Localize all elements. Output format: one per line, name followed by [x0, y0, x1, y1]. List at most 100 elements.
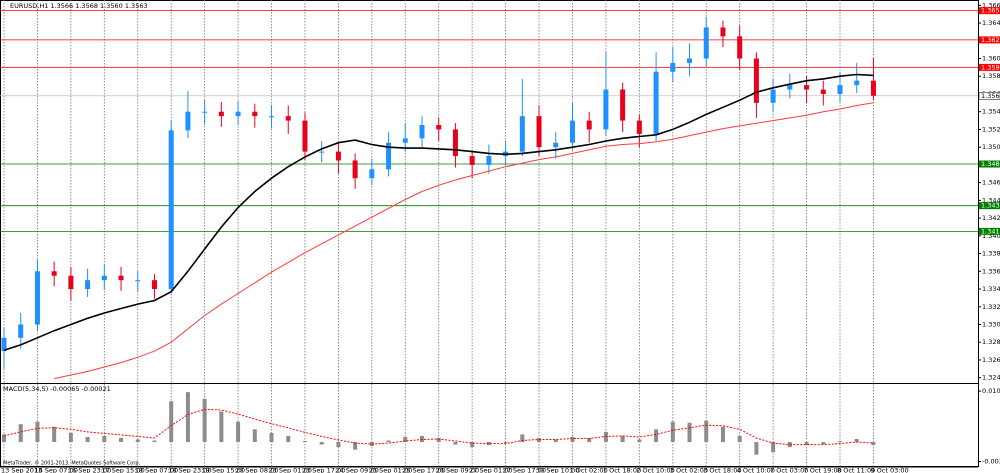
candle-body: [436, 125, 442, 130]
candle-body: [452, 129, 458, 157]
x-tick-label: 25 Sep 17:00: [402, 467, 445, 473]
candle-body: [402, 138, 408, 143]
y-tick-label: 1.3265: [982, 356, 1000, 364]
candle-body: [51, 271, 57, 276]
y-tick-label: 1.3665: [982, 1, 1000, 9]
macd-bar: [486, 442, 491, 446]
level-tag: [979, 7, 1000, 15]
macd-bar: [804, 442, 809, 446]
macd-bar: [185, 392, 190, 443]
macd-bar: [771, 442, 776, 453]
y-tick-label: -0.00383: [982, 458, 1000, 466]
candle-body: [118, 275, 124, 281]
x-tick-label: 18 Sep 23:00: [168, 467, 211, 473]
candle-body: [603, 89, 609, 130]
moving-average: [3, 73, 874, 351]
candle-body: [235, 111, 241, 117]
y-tick-label: 1.3325: [982, 303, 1000, 311]
candle-body: [553, 142, 559, 148]
candle-body: [820, 89, 826, 94]
candle-body: [218, 111, 224, 117]
x-tick-label: 16 Sep 23:00: [68, 467, 111, 473]
level-label: 1.3626: [981, 36, 1000, 44]
x-tick-label: 7 Oct 03:00: [770, 467, 808, 473]
x-tick-label: 1 Oct 02:00: [569, 467, 607, 473]
candle-body: [1, 337, 7, 352]
level-tag: [979, 63, 1000, 71]
credit: MetaTrader, © 2001-2013, MetaQuotes Soft…: [3, 460, 141, 467]
candle-body: [753, 58, 759, 103]
candle-body: [269, 116, 275, 118]
candle-body: [85, 280, 91, 290]
x-tick-label: 27 Sep 01:00: [469, 467, 512, 473]
level-label: 1.3595: [981, 63, 1000, 71]
candle-body: [770, 89, 776, 103]
macd-bar: [470, 442, 475, 448]
macd-bar: [252, 429, 257, 443]
macd-bar: [854, 438, 859, 443]
macd-bar: [587, 437, 592, 443]
macd-bar: [35, 421, 40, 443]
macd-bar: [603, 431, 608, 443]
macd-bar: [620, 435, 625, 443]
x-tick-label: 24 Sep 09:00: [335, 467, 378, 473]
moving-average: [54, 102, 874, 380]
candle-body: [870, 80, 876, 96]
y-tick-label: 1.3645: [982, 19, 1000, 27]
candle-body: [486, 156, 492, 165]
y-tick-label: 1.3345: [982, 285, 1000, 293]
x-tick-label: 20 Sep 08:00: [235, 467, 278, 473]
macd-bar: [453, 442, 458, 445]
y-tick-label: 1.3525: [982, 125, 1000, 133]
macd-bar: [520, 434, 525, 443]
candle-body: [854, 80, 860, 86]
macd-bar: [269, 432, 274, 443]
macd-bar: [353, 442, 358, 450]
x-tick-label: 17 Sep 15:00: [101, 467, 144, 473]
macd-bar: [821, 442, 826, 445]
y-tick-label: 1.3405: [982, 232, 1000, 240]
level-label: 1.3410: [981, 227, 1000, 235]
macd-bar: [754, 442, 759, 455]
macd-bar: [236, 421, 241, 443]
macd-bar: [286, 435, 291, 443]
candle-body: [469, 156, 475, 165]
current-price-tag: [978, 92, 1000, 100]
candle-body: [837, 85, 843, 94]
macd-bar: [420, 435, 424, 443]
macd-bar: [52, 426, 57, 443]
y-tick-label: 1.3545: [982, 108, 1000, 116]
macd-bar: [2, 434, 6, 443]
y-tick-label: 1.3445: [982, 196, 1000, 204]
x-tick-label: 4 Oct 10:00: [737, 467, 775, 473]
x-tick-label: 7 Oct 19:00: [804, 467, 842, 473]
y-tick-label: 1.3365: [982, 267, 1000, 275]
x-tick-label: 23 Sep 17:00: [302, 467, 345, 473]
macd-bar: [637, 439, 642, 443]
x-tick-label: 27 Sep 17:00: [503, 467, 546, 473]
macd-bar: [386, 440, 391, 443]
candle-body: [369, 169, 375, 179]
x-tick-label: 18 Sep 07:00: [135, 467, 178, 473]
candle-body: [202, 111, 208, 113]
macd-bar: [319, 442, 324, 445]
level-tag: [979, 160, 1000, 168]
candle-body: [386, 142, 392, 170]
candle-body: [302, 120, 308, 152]
panel-border: [0, 0, 979, 467]
macd-bar: [403, 436, 408, 443]
chart-header: EURUSD,H1 1.3566 1.3568 1.3560 1.3563: [10, 2, 148, 10]
y-tick-label: 1.3585: [982, 72, 1000, 80]
macd-bar: [838, 441, 842, 443]
x-tick-label: 1 Oct 18:00: [603, 467, 641, 473]
macd-bar: [302, 441, 307, 443]
y-tick-label: 1.3505: [982, 143, 1000, 151]
y-tick-label: 1.3465: [982, 179, 1000, 187]
indicator-header: MACD(5,34,5) -0.00065 -0.00021: [3, 385, 111, 393]
x-tick-label: 23 Sep 01:00: [269, 467, 312, 473]
y-tick-label: 1.3385: [982, 250, 1000, 258]
macd-bar: [436, 437, 441, 443]
macd-bar: [553, 439, 558, 443]
x-tick-label: 8 Oct 11:00: [837, 467, 875, 473]
